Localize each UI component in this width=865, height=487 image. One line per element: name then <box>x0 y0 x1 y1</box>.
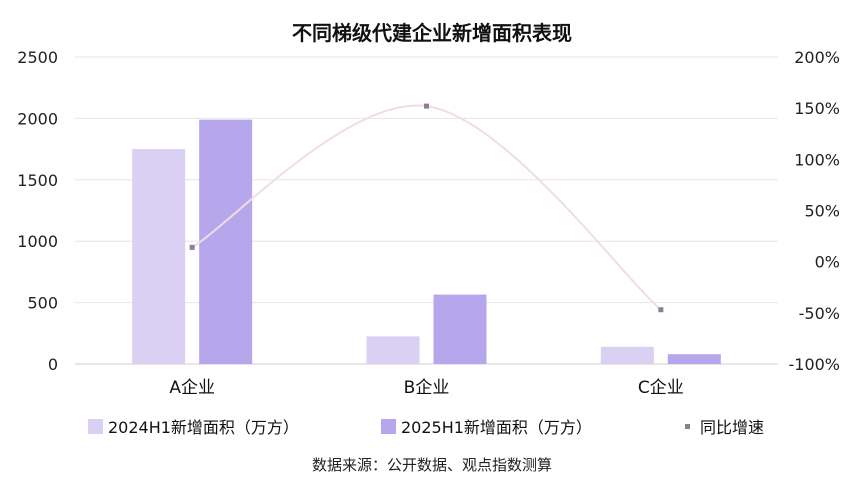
right-axis-ticks: -100% -50% 0% 50% 100% 150% 200% <box>788 48 840 374</box>
left-tick-label: 1000 <box>17 232 58 251</box>
right-tick-label: 200% <box>794 48 840 67</box>
left-tick-label: 1500 <box>17 171 58 190</box>
bar-2024h1-2 <box>600 346 654 364</box>
right-tick-label: 50% <box>804 202 840 221</box>
legend-swatch-0 <box>88 419 103 434</box>
left-tick-label: 0 <box>48 355 58 374</box>
bar-2025h1-2 <box>667 354 721 364</box>
left-axis-ticks: 0 500 1000 1500 2000 2500 <box>17 48 58 374</box>
legend-swatch-1 <box>381 419 396 434</box>
legend-label: 同比增速 <box>700 418 764 437</box>
bar-2024h1-1 <box>366 336 420 364</box>
bars-group <box>132 119 721 365</box>
legend-swatch-2 <box>685 424 690 429</box>
category-label: C企业 <box>638 378 684 398</box>
category-label: A企业 <box>169 378 215 398</box>
bar-2024h1-0 <box>132 149 186 364</box>
growth-line <box>191 104 662 311</box>
growth-marker-0 <box>189 244 195 250</box>
category-labels: A企业 B企业 C企业 <box>169 378 683 398</box>
bar-2025h1-1 <box>433 294 487 364</box>
category-label: B企业 <box>404 378 450 398</box>
right-tick-label: 150% <box>794 99 840 118</box>
growth-line-group <box>189 103 664 313</box>
left-tick-label: 500 <box>27 294 58 313</box>
chart-title: 不同梯级代建企业新增面积表现 <box>292 21 572 45</box>
legend-label: 2024H1新增面积（万方） <box>108 418 299 437</box>
growth-marker-2 <box>658 307 664 313</box>
left-tick-label: 2500 <box>17 48 58 67</box>
growth-marker-1 <box>424 103 429 109</box>
left-tick-label: 2000 <box>17 109 58 128</box>
right-tick-label: 0% <box>815 253 840 272</box>
bar-2025h1-0 <box>199 119 253 365</box>
right-tick-label: -50% <box>799 304 840 323</box>
gridlines <box>75 56 778 365</box>
legend: 2024H1新增面积（万方） 2025H1新增面积（万方） 同比增速 <box>88 418 764 437</box>
right-tick-label: -100% <box>788 355 840 374</box>
right-tick-label: 100% <box>794 150 840 169</box>
source-note: 数据来源：公开数据、观点指数测算 <box>312 456 552 474</box>
legend-label: 2025H1新增面积（万方） <box>401 418 592 437</box>
